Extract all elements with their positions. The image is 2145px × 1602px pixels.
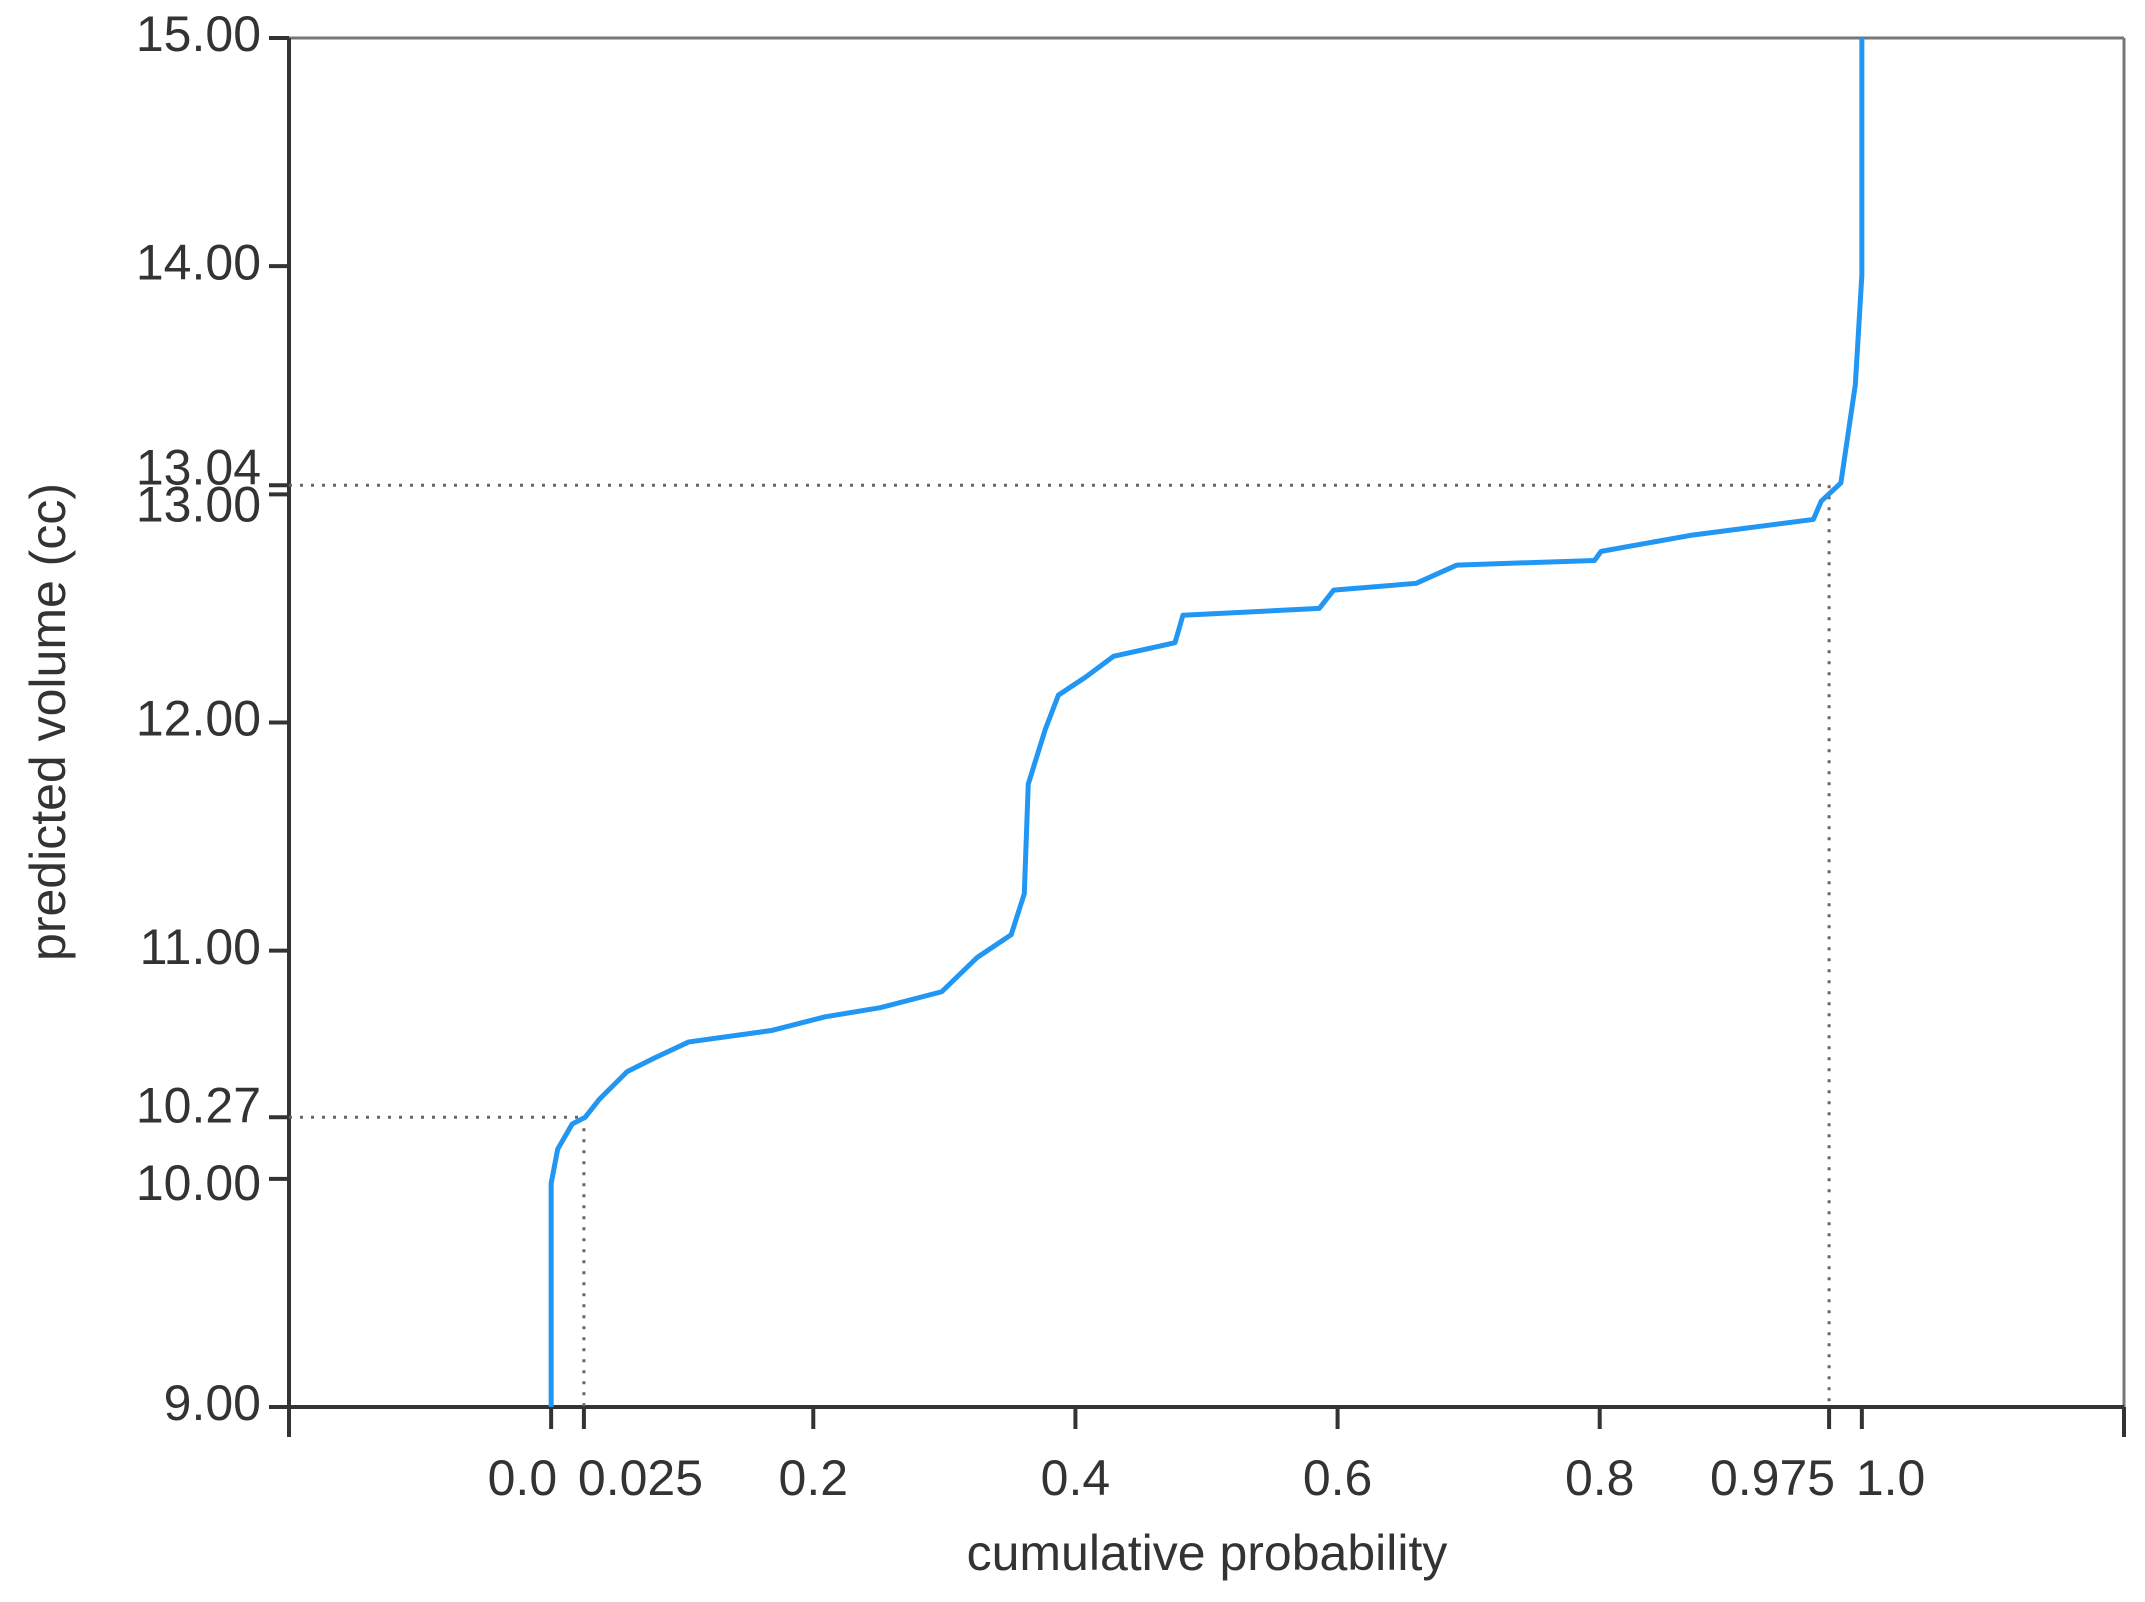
x-tick-label: 0.2 [779,1450,849,1506]
y-tick-label: 12.00 [136,691,261,747]
y-tick-label: 15.00 [136,6,261,62]
y-tick-label: 13.04 [136,439,261,495]
x-tick-label: 0.8 [1565,1450,1635,1506]
x-axis-label: cumulative probability [967,1525,1448,1581]
y-tick-label: 13.00 [136,477,261,533]
y-tick-label: 14.00 [136,234,261,290]
x-tick-label: 0.4 [1041,1450,1111,1506]
x-tick-label: 0.025 [578,1450,703,1506]
x-tick-label: 0.6 [1303,1450,1373,1506]
y-tick-label: 10.27 [136,1077,261,1133]
y-axis-label: predicted volume (cc) [20,483,76,961]
y-tick-label: 11.00 [140,919,261,975]
y-tick-label: 9.00 [164,1375,261,1431]
x-tick-label: 0.975 [1710,1450,1835,1506]
data-line [548,38,1865,1407]
y-tick-label: 10.00 [136,1155,261,1211]
x-tick-label: 0.0 [488,1450,558,1506]
x-tick-label: 1.0 [1856,1450,1926,1506]
